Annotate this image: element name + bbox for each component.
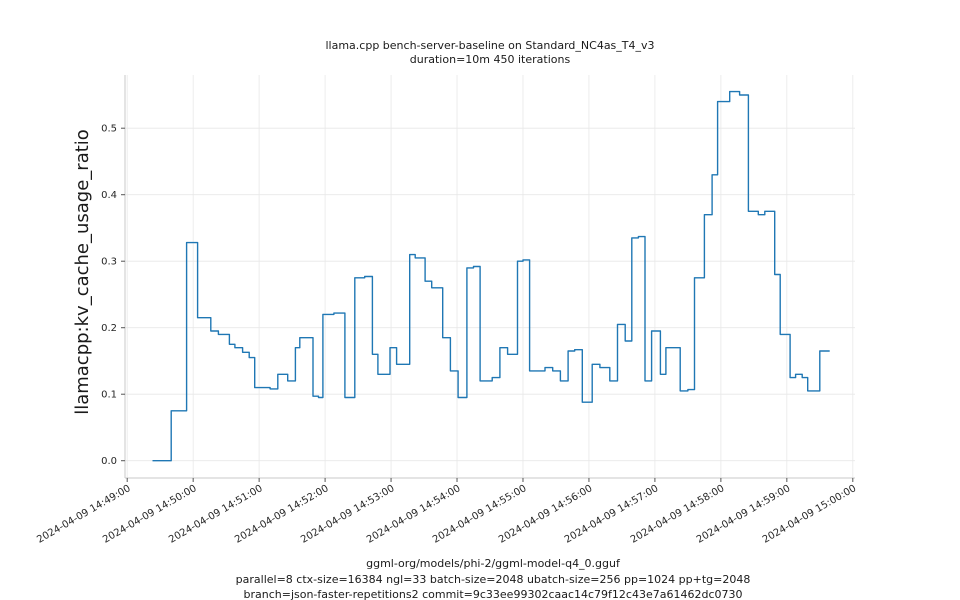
footer-params-line: parallel=8 ctx-size=16384 ngl=33 batch-s…: [236, 573, 751, 586]
y-tick-label: 0.1: [101, 390, 117, 401]
grid-layer: [125, 75, 855, 478]
series-layer: [152, 90, 830, 462]
footer-model-line: ggml-org/models/phi-2/ggml-model-q4_0.gg…: [366, 557, 621, 570]
y-tick-label: 0.3: [101, 257, 117, 268]
chart-subtitle: duration=10m 450 iterations: [410, 53, 571, 66]
y-tick-label: 0.0: [101, 456, 117, 467]
footer-branch-line: branch=json-faster-repetitions2 commit=9…: [243, 588, 742, 600]
series-line: [152, 90, 830, 462]
y-axis-label: llamacpp:kv_cache_usage_ratio: [72, 129, 93, 415]
label-layer: llama.cpp bench-server-baseline on Stand…: [72, 39, 750, 600]
y-tick-label: 0.5: [101, 124, 117, 135]
y-tick-label: 0.4: [101, 190, 117, 201]
y-tick-label: 0.2: [101, 323, 117, 334]
chart-title: llama.cpp bench-server-baseline on Stand…: [325, 39, 654, 52]
